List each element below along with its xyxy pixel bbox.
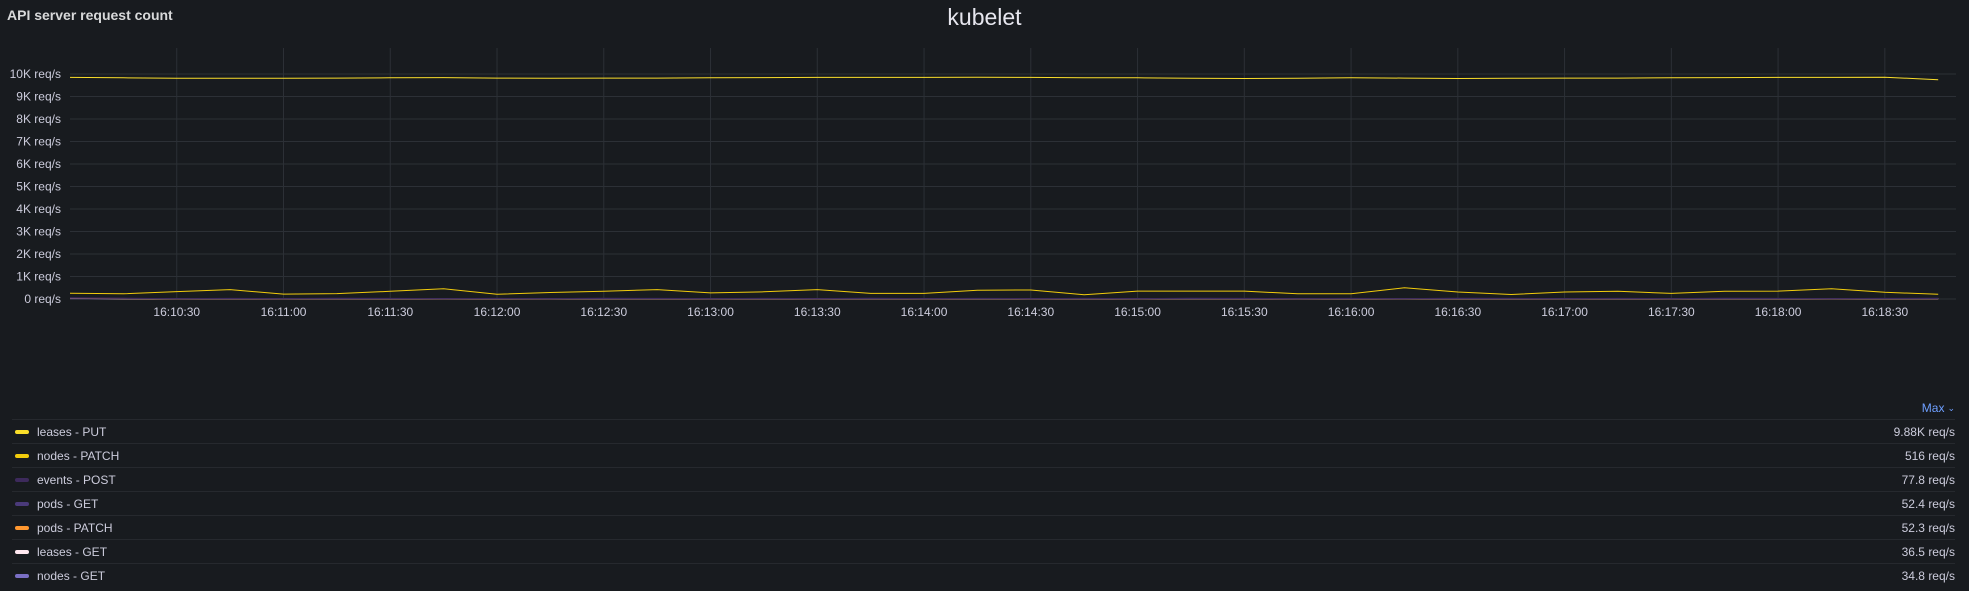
legend-max-value: 52.4 req/s — [1901, 496, 1955, 511]
legend-color-swatch — [15, 477, 29, 482]
chevron-down-icon: ⌄ — [1947, 402, 1955, 413]
x-tick-label: 16:17:00 — [1541, 305, 1588, 319]
legend-color-swatch — [15, 525, 29, 530]
legend-item[interactable]: nodes - PATCH 516 req/s — [12, 443, 1955, 467]
legend-max-value: 516 req/s — [1904, 448, 1955, 463]
legend-item[interactable]: pods - GET 52.4 req/s — [12, 491, 1955, 515]
legend-max-value: 9.88K req/s — [1893, 424, 1955, 439]
legend-color-swatch — [15, 549, 29, 554]
chart-grid — [70, 48, 1956, 300]
legend-item[interactable]: events - POST 77.8 req/s — [12, 467, 1955, 491]
x-tick-label: 16:14:00 — [901, 305, 948, 319]
series-line-leases-put[interactable] — [69, 76, 1939, 81]
legend-series-name: nodes - PATCH — [37, 448, 120, 463]
legend-max-value: 77.8 req/s — [1901, 472, 1955, 487]
panel-title: API server request count — [7, 7, 173, 23]
y-tick-label: 3K req/s — [16, 225, 61, 239]
x-tick-label: 16:15:30 — [1221, 305, 1268, 319]
x-tick-label: 16:18:00 — [1755, 305, 1802, 319]
y-tick-label: 0 req/s — [24, 292, 61, 306]
legend-series-name: nodes - GET — [37, 568, 106, 583]
legend-max-value: 36.5 req/s — [1901, 544, 1955, 559]
series-line-events-post[interactable] — [69, 297, 1939, 300]
x-tick-label: 16:16:30 — [1434, 305, 1481, 319]
x-tick-label: 16:12:00 — [474, 305, 521, 319]
chart-title: kubelet — [947, 4, 1022, 30]
y-tick-label: 5K req/s — [16, 180, 61, 194]
legend-color-swatch — [15, 429, 29, 434]
legend-calc-label: Max — [1921, 401, 1945, 415]
legend-sort-max[interactable]: Max ⌄ — [1922, 401, 1955, 415]
y-tick-label: 6K req/s — [16, 157, 61, 171]
legend-series-name: events - POST — [37, 472, 116, 487]
time-series-chart[interactable]: 0 req/s 1K req/s 2K req/s 3K req/s 4K req/s 5… — [0, 40, 1969, 395]
y-tick-label: 1K req/s — [16, 270, 61, 284]
legend-max-value: 52.3 req/s — [1901, 520, 1955, 535]
legend-series-name: leases - GET — [37, 544, 108, 559]
legend-color-swatch — [15, 501, 29, 506]
y-tick-label: 9K req/s — [16, 90, 61, 104]
legend-item[interactable]: leases - GET 36.5 req/s — [12, 539, 1955, 563]
x-tick-label: 16:12:30 — [580, 305, 627, 319]
legend-series-name: pods - GET — [37, 496, 99, 511]
series-lines — [69, 76, 1939, 300]
legend-max-value: 34.8 req/s — [1901, 568, 1955, 583]
x-tick-label: 16:11:30 — [367, 305, 413, 319]
x-tick-label: 16:15:00 — [1114, 305, 1161, 319]
x-tick-label: 16:16:00 — [1328, 305, 1375, 319]
x-tick-label: 16:17:30 — [1648, 305, 1695, 319]
x-tick-label: 16:18:30 — [1861, 305, 1908, 319]
x-tick-label: 16:13:00 — [687, 305, 734, 319]
x-tick-label: 16:10:30 — [153, 305, 200, 319]
series-line-nodes-patch[interactable] — [69, 287, 1939, 296]
x-tick-label: 16:14:30 — [1007, 305, 1054, 319]
legend-color-swatch — [15, 453, 29, 458]
legend-color-swatch — [15, 573, 29, 578]
y-tick-label: 10K req/s — [10, 67, 61, 81]
x-tick-label: 16:13:30 — [794, 305, 841, 319]
legend-item[interactable]: leases - PUT 9.88K req/s — [12, 419, 1955, 443]
y-tick-label: 8K req/s — [16, 112, 61, 126]
y-tick-label: 4K req/s — [16, 202, 61, 216]
y-tick-label: 7K req/s — [16, 135, 61, 149]
y-axis: 0 req/s 1K req/s 2K req/s 3K req/s 4K req/s 5… — [10, 67, 61, 306]
legend-series-name: pods - PATCH — [37, 520, 113, 535]
x-tick-label: 16:11:00 — [261, 305, 307, 319]
legend-series-name: leases - PUT — [37, 424, 107, 439]
y-tick-label: 2K req/s — [16, 247, 61, 261]
legend-item[interactable]: pods - PATCH 52.3 req/s — [12, 515, 1955, 539]
x-axis: 16:10:30 16:11:00 16:11:30 16:12:00 16:12:30… — [153, 305, 1908, 319]
chart-legend: leases - PUT 9.88K req/s nodes - PATCH 516 … — [12, 419, 1955, 587]
legend-item[interactable]: nodes - GET 34.8 req/s — [12, 563, 1955, 587]
